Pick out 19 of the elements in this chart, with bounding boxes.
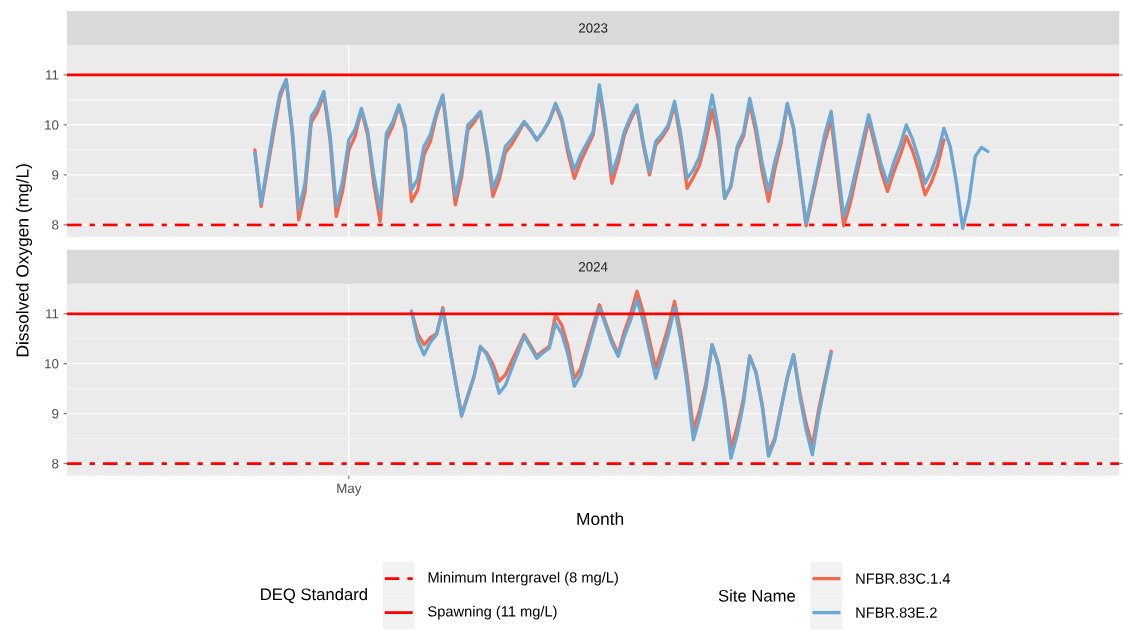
legend-label: Spawning (11 mg/L) [428,605,557,620]
legend-title: DEQ Standard [261,588,367,604]
legend-label: Minimum Intergravel (8 mg/L) [428,572,618,586]
y-axis-title: Dissolved Oxygen (mg/L) [15,164,33,357]
y-tick-label: 11 [46,309,59,319]
y-tick-label: 9 [52,409,59,419]
y-tick-label: 8 [52,459,59,469]
y-tick-label: 11 [46,70,59,80]
y-tick-label: 10 [45,359,59,369]
chart-title: 2023 [578,23,608,33]
y-tick-label: 8 [52,220,59,230]
legend-label: NFBR.83E.2 [856,607,937,618]
y-tick-label: 10 [45,120,59,130]
legend-label: NFBR.83C.1.4 [856,573,951,585]
x-tick-label: May [337,483,362,496]
legend-title: Site Name [718,589,796,602]
y-tick-label: 9 [52,170,59,180]
x-axis-title: Month [577,512,624,526]
chart-title: 2024 [578,262,608,272]
